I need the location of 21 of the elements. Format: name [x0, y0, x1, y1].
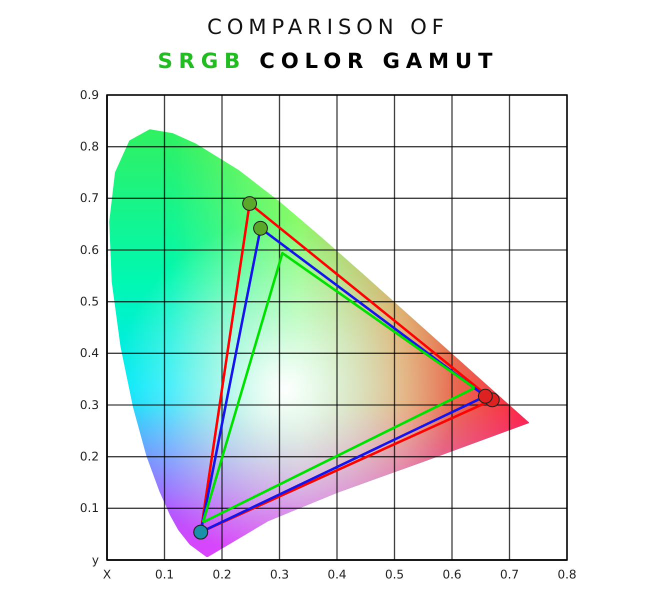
- y-tick-label: 0.5: [80, 294, 99, 309]
- x-tick-label: 0.7: [500, 568, 520, 582]
- y-tick-label: 0.6: [80, 242, 99, 257]
- y-tick-label: 0.1: [80, 501, 99, 516]
- x-tick-label: 0.5: [384, 568, 404, 582]
- chart-title: COMPARISON OF: [207, 15, 449, 39]
- chart-subtitle: SRGB COLOR GAMUT: [158, 49, 498, 73]
- y-tick-label: 0.4: [80, 346, 99, 360]
- x-tick-label: 0.2: [212, 568, 232, 582]
- x-tick-label: X: [102, 568, 112, 582]
- x-tick-label: 0.8: [557, 568, 577, 582]
- x-tick-label: 0.4: [327, 568, 347, 582]
- y-tick-label: 0.8: [80, 140, 99, 154]
- x-tick-label: 0.3: [270, 568, 290, 582]
- y-tick-label: 0.3: [80, 398, 99, 412]
- y-tick-label: y: [92, 552, 99, 567]
- y-tick-label: 0.2: [80, 450, 99, 464]
- x-tick-label: 0.1: [154, 568, 174, 582]
- y-tick-label: 0.7: [80, 191, 99, 206]
- x-tick-label: 0.6: [442, 568, 462, 582]
- y-tick-label: 0.9: [80, 88, 99, 102]
